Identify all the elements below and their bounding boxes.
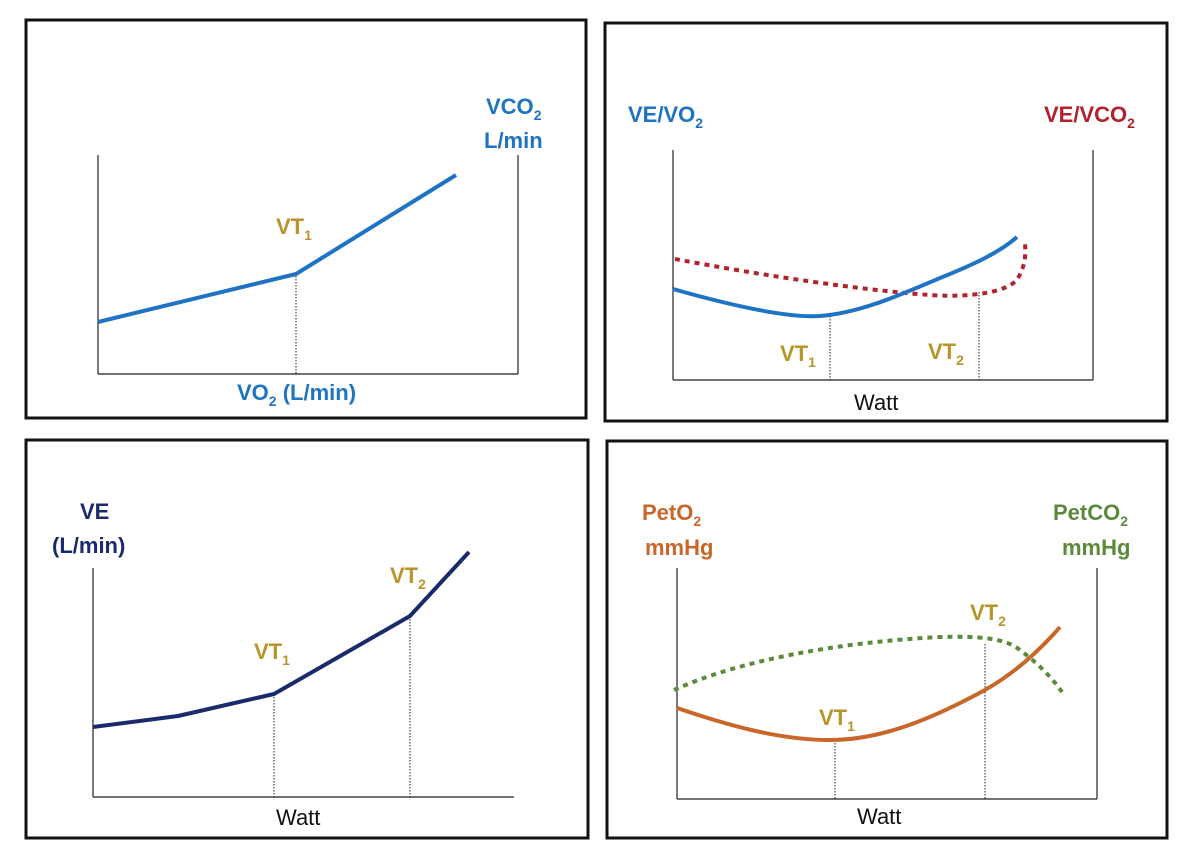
panel-ve-ratios-vs-watt: VT1 VT2 VE/VO2 VE/VCO2 Watt (603, 21, 1169, 423)
vt1-label: VT1 (780, 341, 816, 370)
vt1-label: VT1 (819, 705, 855, 734)
y-axis-label: VE (80, 499, 109, 524)
y-axis-label: VCO2 (486, 94, 542, 123)
x-axis-label: Watt (276, 805, 320, 830)
x-axis-label: VO2 (L/min) (237, 380, 356, 409)
ve-vco2-curve (674, 243, 1028, 298)
left-label-ve-vo2: VE/VO2 (628, 102, 703, 131)
left-label-peto2: PetO2 (642, 500, 701, 529)
panel-petgas-vs-watt: VT1 VT2 PetO2 mmHg PetCO2 mmHg Watt (605, 439, 1169, 840)
x-axis-label: Watt (854, 390, 898, 415)
vt2-label: VT2 (928, 339, 964, 368)
right-label-ve-vco2: VE/VCO2 (1044, 102, 1135, 131)
panel-frame (24, 18, 588, 420)
right-label-unit: mmHg (1062, 535, 1130, 560)
ve-vo2-curve (672, 235, 1019, 319)
x-axis-label: Watt (857, 804, 901, 829)
panel-frame (24, 438, 590, 840)
panel-ve-vs-watt: VT1 VT2 VE (L/min) Watt (24, 438, 590, 840)
vt1-label: VT1 (276, 214, 312, 243)
y-axis-unit: L/min (484, 128, 543, 153)
vt2-label: VT2 (970, 600, 1006, 629)
vt2-label: VT2 (390, 563, 426, 592)
panel-frame (605, 439, 1169, 840)
vt1-label: VT1 (254, 639, 290, 668)
panel-vco2-vs-vo2: VT1 VCO2 L/min VO2 (L/min) (24, 18, 588, 420)
right-label-petco2: PetCO2 (1053, 500, 1128, 529)
panel-frame (603, 21, 1169, 423)
vco2-curve (97, 173, 458, 324)
left-label-unit: mmHg (645, 535, 713, 560)
ve-curve (92, 550, 471, 729)
peto2-curve (676, 625, 1062, 743)
petco2-curve (673, 634, 1064, 694)
y-axis-unit: (L/min) (52, 533, 125, 558)
